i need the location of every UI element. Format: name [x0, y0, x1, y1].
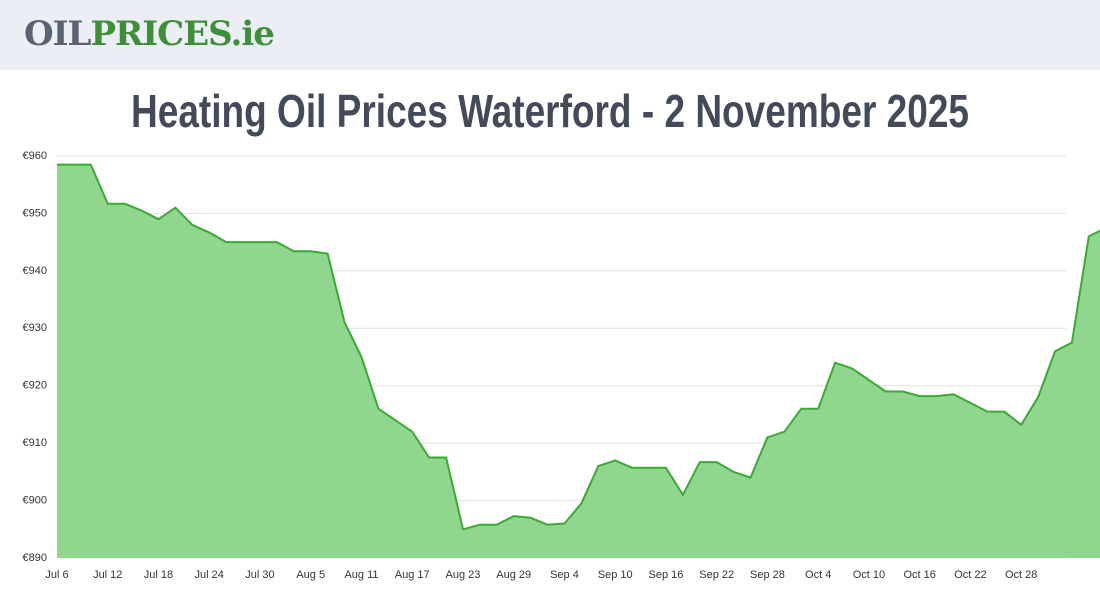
x-tick-label: Jul 6 — [45, 569, 68, 581]
x-tick-label: Sep 10 — [598, 569, 633, 581]
logo-text: .ie — [230, 14, 274, 54]
line — [57, 163, 1100, 531]
y-tick-label: €930 — [23, 322, 47, 334]
x-tick-label: Aug 17 — [395, 569, 430, 581]
y-tick-label: €890 — [23, 552, 47, 564]
x-tick-label: Oct 22 — [954, 569, 986, 581]
x-tick-label: Sep 28 — [750, 569, 785, 581]
y-tick-label: €940 — [23, 265, 47, 277]
logo[interactable]: OILPRICES.ie — [24, 14, 275, 54]
x-tick-label: Aug 5 — [296, 569, 325, 581]
x-tick-label: Aug 29 — [496, 569, 531, 581]
x-tick-label: Aug 23 — [446, 569, 481, 581]
y-tick-label: €920 — [23, 380, 47, 392]
x-tick-label: Sep 22 — [699, 569, 734, 581]
area — [57, 164, 1100, 558]
x-tick-label: Oct 10 — [853, 569, 885, 581]
x-tick-label: Sep 4 — [550, 569, 579, 581]
chart: Heating Oil Prices Waterford - 2 Novembe… — [23, 85, 1100, 581]
x-tick-label: Jul 24 — [195, 569, 224, 581]
x-tick-label: Jul 30 — [245, 569, 274, 581]
chart-title: Heating Oil Prices Waterford - 2 Novembe… — [131, 85, 969, 137]
x-tick-label: Oct 4 — [805, 569, 831, 581]
y-tick-label: €910 — [23, 437, 47, 449]
x-tick-label: Jul 12 — [93, 569, 122, 581]
x-tick-label: Sep 16 — [649, 569, 684, 581]
logo-text: PRICES — [90, 14, 231, 54]
x-tick-label: Oct 16 — [903, 569, 935, 581]
x-tick-label: Oct 28 — [1005, 569, 1037, 581]
y-tick-label: €900 — [23, 494, 47, 506]
logo-text: OIL — [24, 14, 91, 54]
y-tick-label: €960 — [23, 150, 47, 162]
y-tick-label: €950 — [23, 207, 47, 219]
header: OILPRICES.ie — [0, 0, 1100, 70]
x-tick-label: Aug 11 — [344, 569, 378, 581]
x-tick-label: Jul 18 — [144, 569, 173, 581]
